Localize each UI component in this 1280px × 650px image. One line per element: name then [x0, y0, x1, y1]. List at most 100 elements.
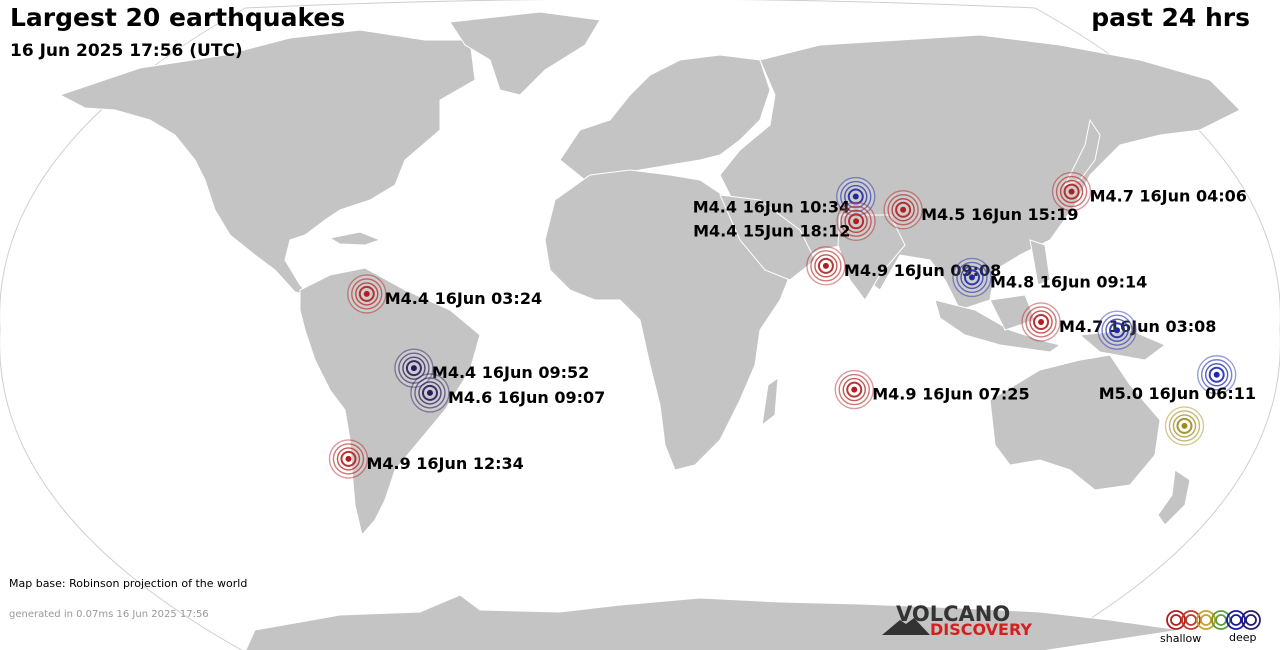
quake-ring — [355, 282, 379, 306]
quake-epicenter — [345, 455, 352, 462]
australia — [989, 354, 1161, 491]
quake-ring — [1101, 314, 1133, 346]
quake-label: M5.0 16Jun 06:11 — [1099, 384, 1256, 403]
quake-label: M4.4 16Jun 03:24 — [385, 289, 542, 308]
brand-line-2: DISCOVERY — [930, 620, 1033, 639]
quake-ring — [340, 450, 357, 467]
greenland — [449, 11, 601, 96]
quake-ring — [1109, 322, 1126, 339]
page-title: Largest 20 earthquakes — [10, 3, 346, 32]
earthquake-marker[interactable] — [1097, 310, 1137, 350]
quake-ring — [421, 384, 438, 401]
earthquake-marker[interactable] — [1021, 302, 1061, 342]
depth-legend-circles — [1166, 610, 1261, 630]
quake-ring — [956, 261, 988, 294]
quake-label: M4.7 16Jun 04:06 — [1090, 187, 1247, 206]
quake-ring — [838, 373, 870, 406]
earthquake-marker[interactable] — [883, 190, 923, 230]
volcano-discovery-logo[interactable]: VOLCANO DISCOVERY — [880, 602, 1040, 642]
quake-ring — [848, 213, 865, 230]
new-guinea — [1078, 329, 1166, 361]
legend-ring — [1211, 610, 1231, 630]
map-base-note: Map base: Robinson projection of the wor… — [9, 577, 248, 590]
quake-ring — [398, 352, 430, 384]
quake-ring — [810, 250, 842, 282]
volcano-logo-icon — [882, 618, 930, 635]
earthquake-markers: M4.7 16Jun 04:06 M4.4 16Jun 10:34 M4.5 16J… — [328, 171, 1256, 479]
earthquake-marker[interactable] — [1051, 171, 1092, 212]
earthquake-marker[interactable] — [347, 274, 387, 314]
quake-ring — [840, 205, 872, 238]
generated-note: generated in 0.07ms 16 Jun 2025 17:56 — [9, 609, 209, 620]
north-america — [58, 29, 476, 296]
quake-label: M4.4 16Jun 10:34 — [693, 198, 850, 217]
quake-ring — [405, 360, 422, 377]
earthquake-marker[interactable] — [952, 257, 992, 298]
quake-ring — [1029, 310, 1053, 334]
quake-epicenter — [1068, 188, 1075, 195]
quake-ring — [817, 257, 834, 274]
legend-deep-label: deep — [1229, 631, 1257, 644]
quake-ring — [1176, 417, 1193, 434]
earthquake-marker[interactable] — [836, 201, 876, 242]
quake-label: M4.5 16Jun 15:19 — [921, 205, 1078, 224]
earthquake-marker[interactable] — [410, 373, 450, 413]
quake-label: M4.9 16Jun 07:25 — [872, 385, 1029, 404]
earthquake-marker[interactable] — [1196, 355, 1237, 395]
indonesia — [934, 299, 1062, 353]
quake-label: M4.9 16Jun 12:34 — [366, 454, 523, 473]
quake-ring — [358, 285, 375, 302]
quake-epicenter — [426, 389, 433, 396]
south-america — [299, 267, 481, 537]
quake-ring — [332, 443, 365, 475]
quake-ring — [960, 265, 984, 290]
quake-ring — [844, 184, 868, 209]
quake-ring — [814, 254, 838, 278]
quake-ring — [840, 180, 872, 213]
quake-ring — [402, 356, 426, 380]
quake-ring — [1055, 175, 1088, 208]
quake-ring — [846, 381, 863, 398]
quake-ring — [1200, 359, 1233, 391]
legend-ring — [1185, 614, 1197, 626]
quake-ring — [351, 278, 383, 310]
earthquake-marker[interactable] — [328, 439, 369, 479]
quake-ring — [1204, 363, 1229, 387]
quake-epicenter — [1038, 318, 1045, 325]
quake-ring — [1168, 410, 1201, 442]
quake-epicenter — [900, 206, 907, 213]
quake-label: M4.8 16Jun 09:14 — [990, 272, 1147, 291]
legend-ring — [1170, 614, 1182, 626]
legend-ring — [1166, 610, 1186, 630]
arabia — [719, 194, 816, 281]
earthquake-marker[interactable] — [834, 369, 874, 410]
quake-ring — [1208, 366, 1225, 383]
quake-epicenter — [852, 193, 859, 200]
time-period: past 24 hrs — [1091, 3, 1250, 32]
quake-epicenter — [1114, 327, 1121, 334]
quake-ring — [891, 198, 915, 222]
new-zealand — [1157, 469, 1191, 526]
quake-ring — [895, 201, 912, 218]
quake-label: M4.6 16Jun 09:07 — [448, 388, 605, 407]
quake-ring — [1105, 318, 1129, 342]
earthquake-marker[interactable] — [806, 246, 846, 286]
legend-ring — [1241, 610, 1261, 630]
quake-label: M4.4 16Jun 09:52 — [432, 363, 589, 382]
page-datetime: 16 Jun 2025 17:56 (UTC) — [10, 41, 243, 61]
legend-ring — [1196, 610, 1216, 630]
quake-epicenter — [853, 218, 860, 225]
quake-ring — [336, 447, 361, 471]
quake-ring — [963, 269, 980, 286]
quake-ring — [1025, 306, 1057, 338]
earthquake-marker[interactable] — [394, 348, 434, 388]
quake-epicenter — [968, 274, 975, 281]
earthquake-marker[interactable] — [836, 176, 876, 217]
brand-line-1: VOLCANO — [896, 602, 1011, 626]
quake-ring — [1063, 183, 1080, 200]
legend-ring — [1215, 614, 1227, 626]
quake-label: M4.7 16Jun 03:08 — [1059, 317, 1216, 336]
quake-ring — [1059, 179, 1084, 204]
earthquake-marker[interactable] — [1164, 406, 1205, 446]
